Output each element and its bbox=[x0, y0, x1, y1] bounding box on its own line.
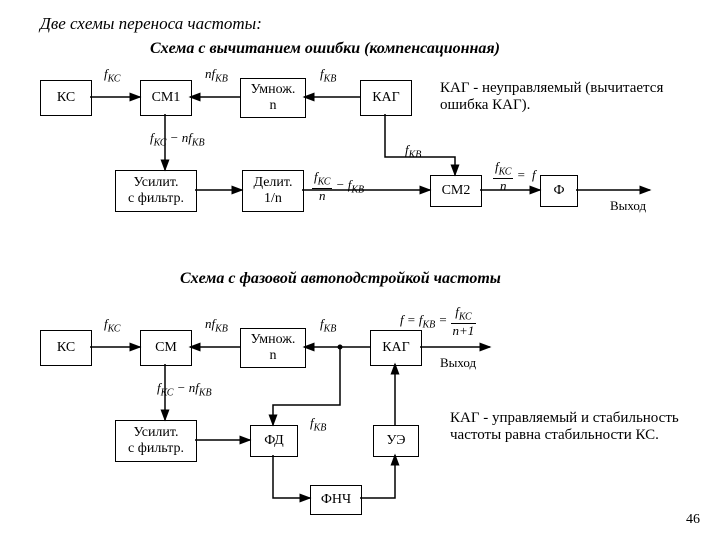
page-number: 46 bbox=[686, 512, 700, 528]
arrows-b bbox=[0, 0, 720, 540]
